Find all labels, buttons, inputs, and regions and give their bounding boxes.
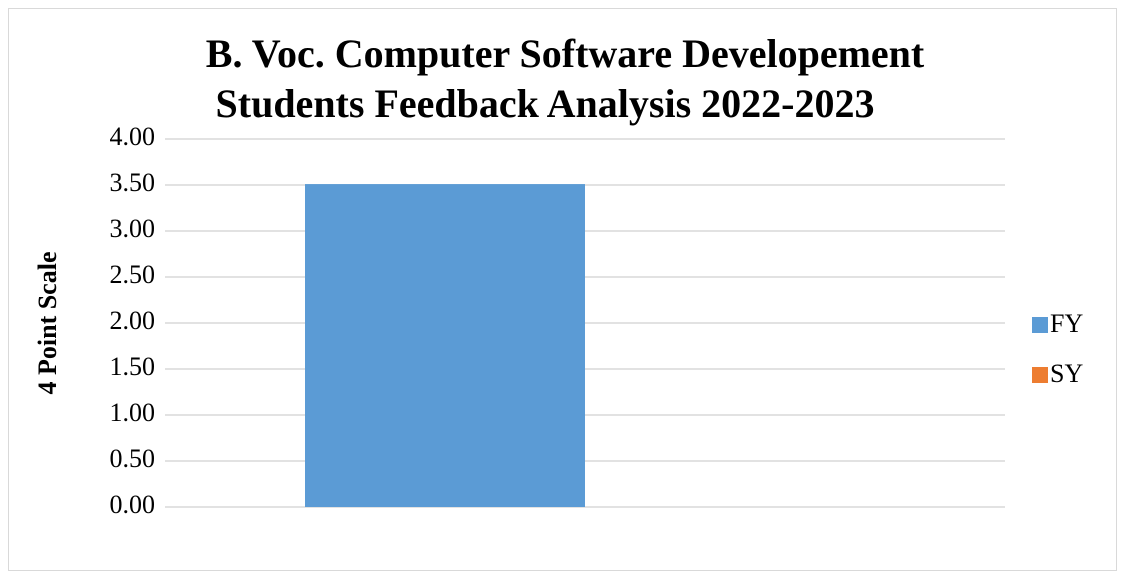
y-tick-label: 2.00: [110, 306, 156, 335]
y-tick-label: 1.50: [110, 352, 156, 381]
legend-swatch: [1032, 367, 1048, 383]
legend-swatch: [1032, 317, 1048, 333]
y-tick-label: 2.50: [110, 260, 156, 289]
chart-title: B. Voc. Computer Software Developement: [206, 31, 925, 76]
y-tick-label: 4.00: [110, 122, 156, 151]
legend-label: SY: [1050, 359, 1083, 388]
y-tick-label: 1.00: [110, 398, 156, 427]
legend-label: FY: [1050, 309, 1083, 338]
bar: [305, 184, 585, 507]
y-tick-label: 0.50: [110, 444, 156, 473]
chart-title: Students Feedback Analysis 2022-2023: [216, 81, 875, 126]
y-tick-label: 0.00: [110, 490, 156, 519]
y-tick-label: 3.00: [110, 214, 156, 243]
y-tick-label: 3.50: [110, 168, 156, 197]
y-axis-label: 4 Point Scale: [33, 252, 62, 395]
